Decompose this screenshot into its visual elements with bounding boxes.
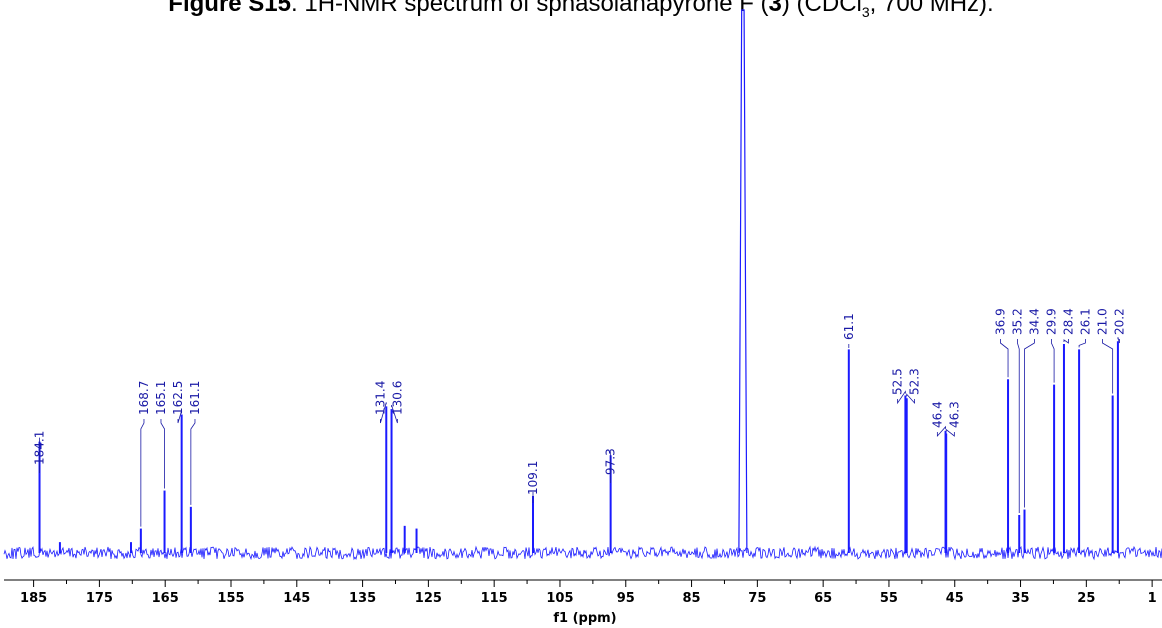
figure-title-end: , 700 MHz).: [869, 0, 994, 17]
noise-baseline: [3, 545, 1162, 561]
figure-title-tail: ) (CDCl: [781, 0, 862, 17]
peak-label: 97.3: [604, 448, 618, 475]
x-tick-label: 105: [546, 591, 573, 606]
peak-label-connector: [1102, 339, 1114, 394]
peak-label: 28.4: [1061, 308, 1075, 335]
figure-title-rest: . 1H-NMR spectrum of sphasolanapyrone F …: [291, 0, 769, 17]
peak-label-connector: [1078, 339, 1086, 348]
x-tick-label: 155: [217, 591, 244, 606]
peak-label: 130.6: [390, 381, 404, 415]
peak-label-connector: [380, 402, 387, 424]
peak-label-connector: [945, 428, 955, 437]
peak-label-connector: [1024, 339, 1035, 508]
peak-label-connector: [177, 410, 183, 424]
x-tick-label: 185: [20, 591, 47, 606]
peak-label: 36.9: [993, 308, 1007, 335]
peak-label-connector: [391, 404, 398, 424]
peak-label-connector: [906, 393, 915, 405]
peak-label-connector: [1051, 339, 1055, 383]
peak-label: 52.3: [908, 368, 922, 395]
figure-title-compound: 3: [768, 0, 782, 17]
x-tick-label: 45: [946, 591, 964, 606]
figure-title: Figure S15. 1H-NMR spectrum of sphasolan…: [0, 0, 1162, 20]
peak-label-connector: [1017, 339, 1020, 513]
peak-label: 168.7: [137, 381, 151, 415]
x-axis: 185 175 165 155 145 135 125 115 105 95 85 75 65 55 45 3…: [4, 579, 1162, 606]
peak-label-connector: [936, 425, 946, 438]
x-tick-label: 65: [814, 591, 832, 606]
figure-title-subscript: 3: [861, 3, 870, 20]
peak-9: [738, 9, 748, 554]
peak-label-connector: [897, 390, 906, 405]
peak-label: 29.9: [1044, 308, 1058, 335]
peak-label-connector: [1063, 339, 1069, 344]
x-tick-label: 175: [86, 591, 113, 606]
x-tick-label: 35: [1011, 591, 1029, 606]
x-tick-label: 1: [1148, 591, 1157, 606]
peak-label-connector: [1000, 339, 1009, 378]
peak-label: 26.1: [1078, 308, 1092, 335]
x-tick-label: 75: [748, 591, 766, 606]
peak-label: 162.5: [171, 381, 185, 415]
x-tick-label: 145: [283, 591, 310, 606]
peak-label-connector: [160, 419, 165, 489]
x-tick-label: 165: [152, 591, 179, 606]
peaks-layer: [38, 9, 1119, 554]
x-tick-label: 115: [481, 591, 508, 606]
x-tick-label: 85: [683, 591, 701, 606]
x-axis-label: f1 (ppm): [553, 611, 616, 626]
peak-label-connector: [1117, 337, 1120, 344]
peak-label: 184.1: [33, 431, 47, 465]
peak-label: 20.2: [1112, 308, 1126, 335]
peak-label: 109.1: [526, 461, 540, 495]
x-tick-label: 25: [1077, 591, 1095, 606]
peak-label: 52.5: [891, 368, 905, 395]
peak-label-connector: [190, 419, 196, 505]
peak-labels-layer: 184.1 168.7 165.1 162.5 161.1 131.4 130.6 109.1…: [33, 308, 1126, 527]
x-tick-label: 95: [617, 591, 635, 606]
peak-label: 21.0: [1095, 308, 1109, 335]
peak-label: 46.3: [947, 401, 961, 428]
peak-label: 165.1: [154, 381, 168, 415]
peak-label: 34.4: [1027, 308, 1041, 335]
x-tick-label: 55: [880, 591, 898, 606]
peak-label: 131.4: [373, 381, 387, 415]
figure-title-bold: Figure S15: [168, 0, 292, 17]
peak-label-connector: [140, 419, 145, 527]
peak-label: 61.1: [842, 313, 856, 340]
peak-label: 161.1: [188, 381, 202, 415]
peak-label: 35.2: [1010, 308, 1024, 335]
peak-label: 46.4: [930, 401, 944, 428]
x-tick-label: 125: [415, 591, 442, 606]
spectrum-layer: [3, 545, 1162, 561]
x-tick-label: 135: [349, 591, 376, 606]
